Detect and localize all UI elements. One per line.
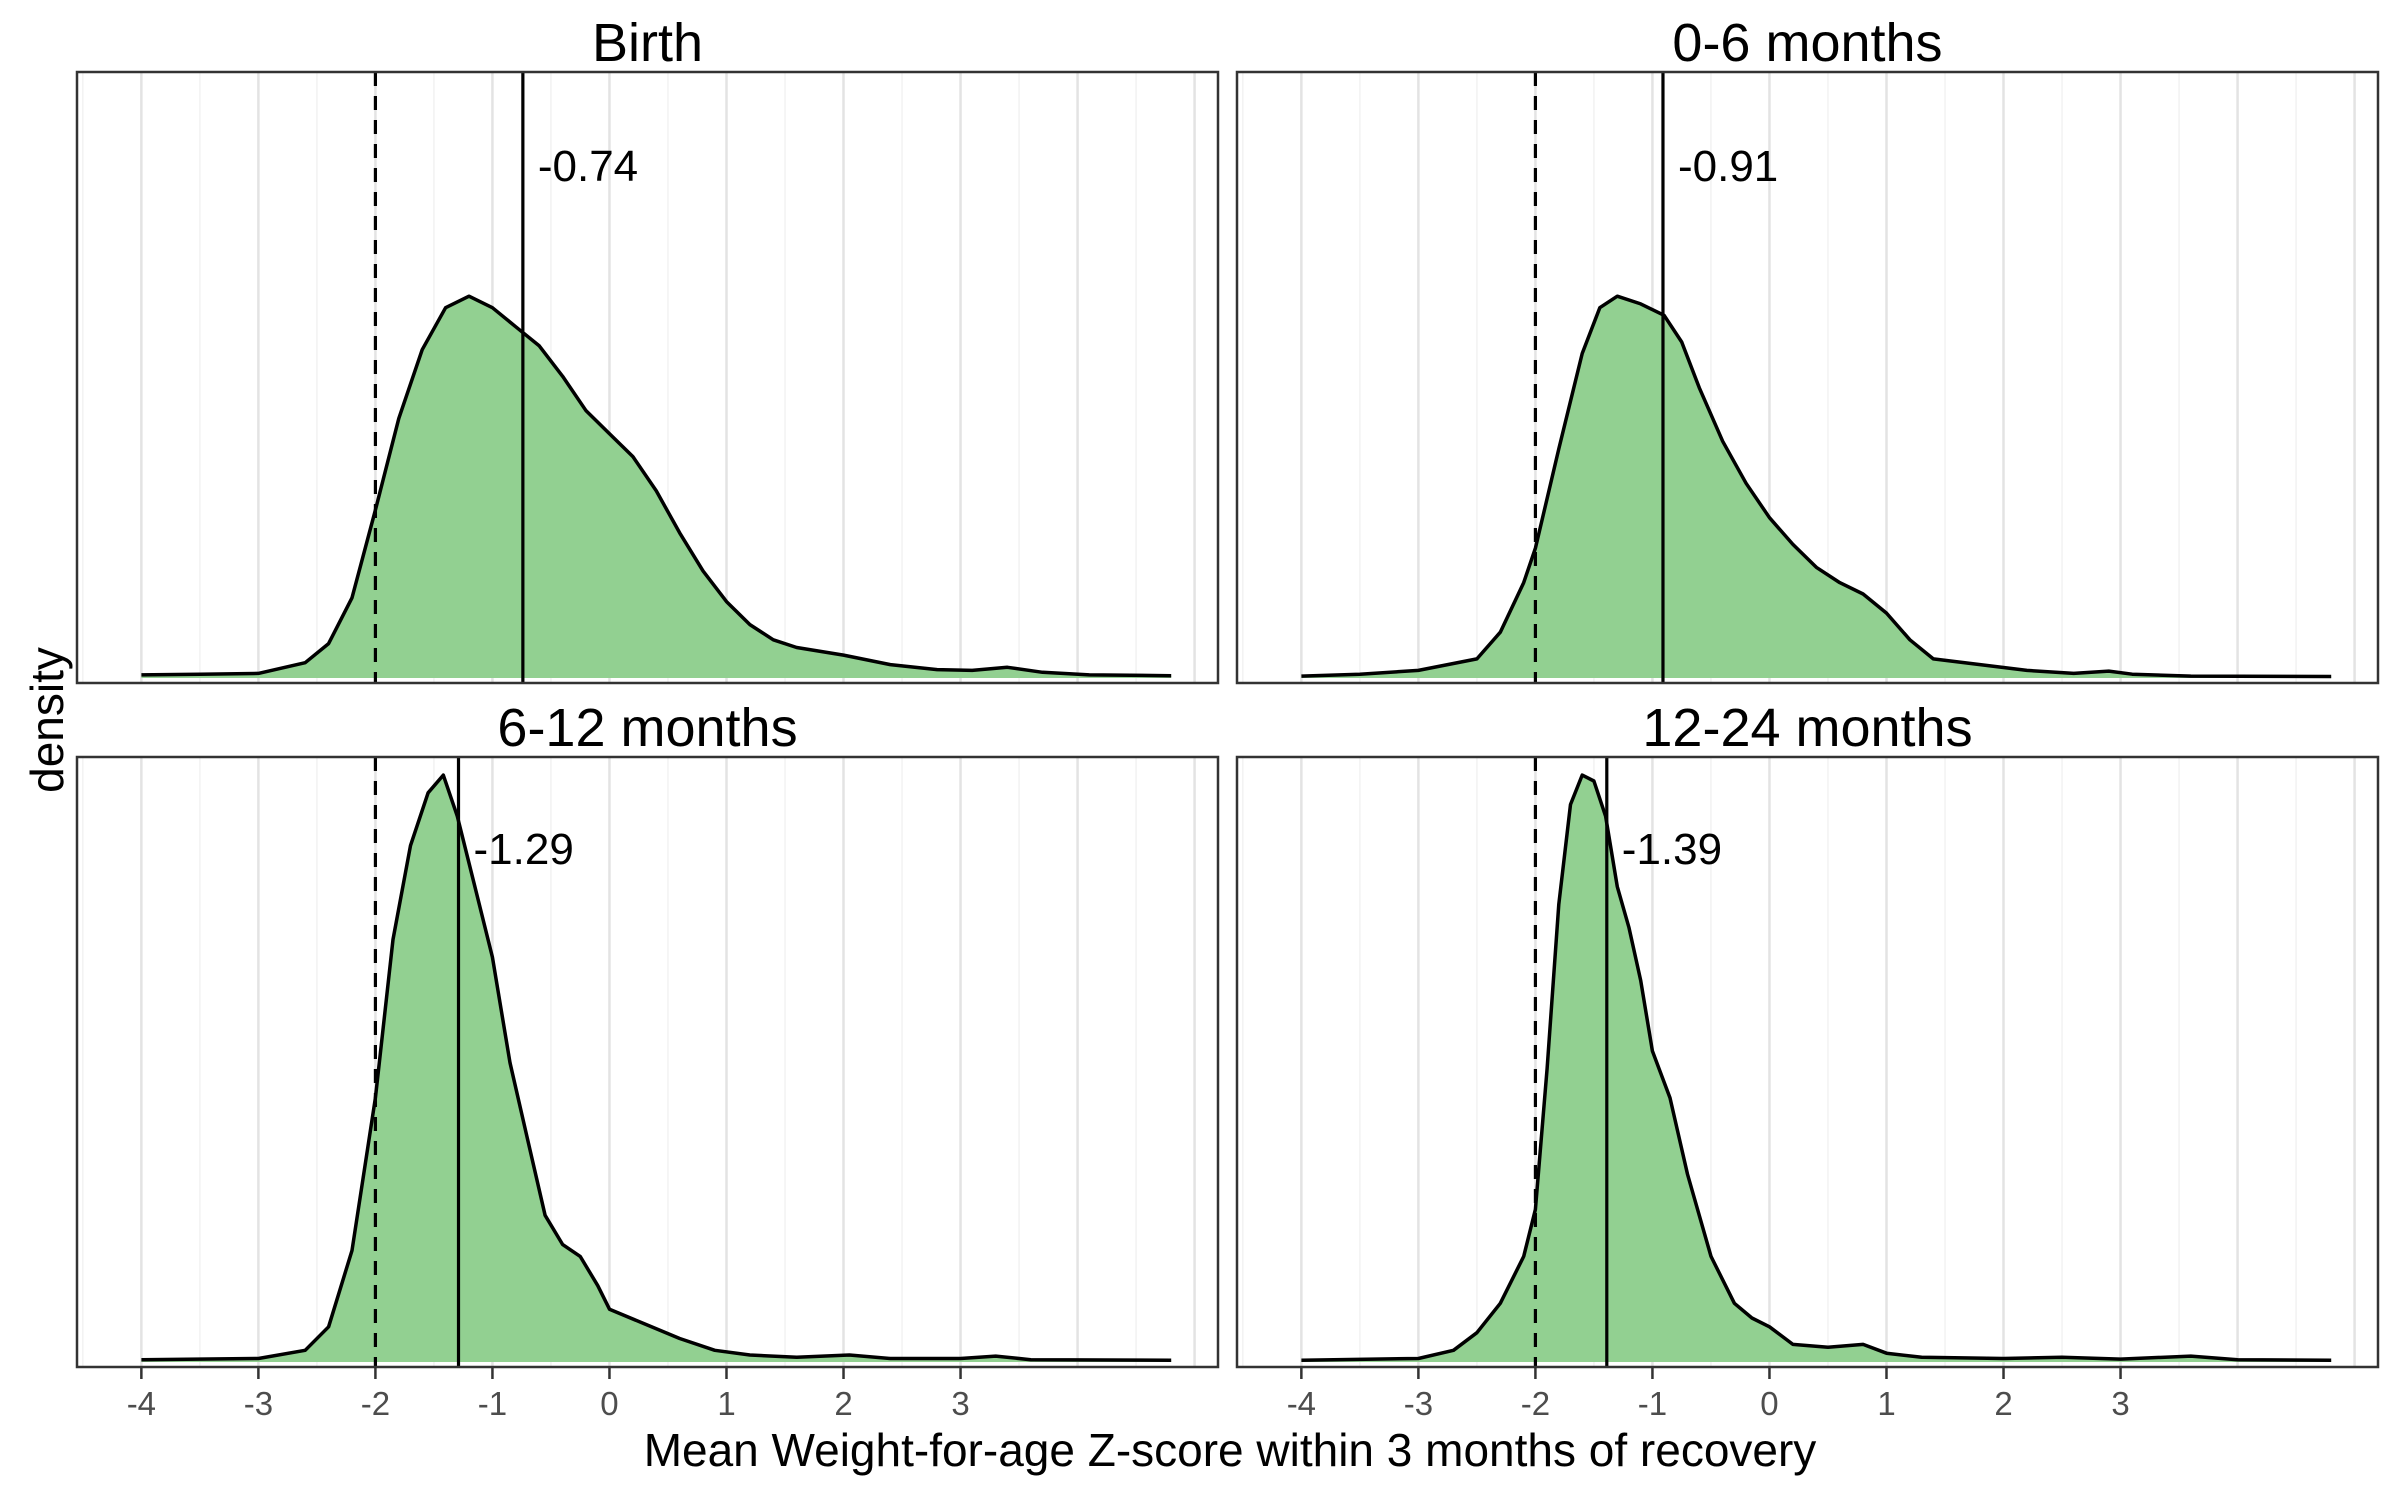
density-area: [141, 296, 1172, 678]
x-tick-label: 1: [717, 1385, 735, 1422]
facet-title: 0-6 months: [1672, 13, 1942, 73]
density-panel: -0.74 Birth: [75, 13, 1220, 685]
mean-label: -0.91: [1678, 142, 1778, 191]
x-tick-label: 2: [834, 1385, 852, 1422]
density-panel: -0.91 0-6 months: [1235, 13, 2380, 685]
density-curve: [1301, 294, 2332, 679]
density-curve: [1301, 773, 2332, 1362]
mean-label: -1.29: [474, 825, 574, 874]
panel-border: [75, 755, 1220, 1369]
x-tick-label: -2: [361, 1385, 390, 1422]
x-tick-label: -2: [1521, 1385, 1550, 1422]
density-area: [1301, 296, 2332, 678]
x-tick-label: -4: [1287, 1385, 1316, 1422]
panel-background: [1237, 757, 2378, 1367]
panel-border: [1235, 755, 2380, 1369]
panel-border: [75, 70, 1220, 685]
density-panel: -1.39 12-24 months -4 -3 -2 -1 0 1 2 3: [1235, 698, 2380, 1422]
x-tick-label: 0: [600, 1385, 618, 1422]
x-tick-label: 3: [951, 1385, 969, 1422]
density-curve: [141, 294, 1172, 678]
x-tick-label: 1: [1877, 1385, 1895, 1422]
x-tick-label: -1: [478, 1385, 507, 1422]
mean-label: -0.74: [538, 142, 638, 191]
panel-background: [77, 757, 1218, 1367]
x-tick-label: -1: [1638, 1385, 1667, 1422]
facet-title: 12-24 months: [1642, 698, 1972, 758]
x-tick-label: 0: [1760, 1385, 1778, 1422]
x-tick-label: -3: [244, 1385, 273, 1422]
facet-title: Birth: [592, 13, 703, 73]
y-axis-title: density: [21, 647, 73, 793]
mean-label: -1.39: [1622, 825, 1722, 874]
x-tick-label: -3: [1404, 1385, 1433, 1422]
facet-title: 6-12 months: [497, 698, 797, 758]
x-tick-label: 2: [1994, 1385, 2012, 1422]
density-panel: -1.29 6-12 months -4 -3 -2 -1 0 1 2 3: [75, 698, 1220, 1422]
x-tick-label: -4: [127, 1385, 156, 1422]
density-area: [141, 775, 1172, 1362]
x-tick-label: 3: [2111, 1385, 2129, 1422]
x-axis-title: Mean Weight-for-age Z-score within 3 mon…: [644, 1424, 1817, 1476]
panel-border: [1235, 70, 2380, 685]
